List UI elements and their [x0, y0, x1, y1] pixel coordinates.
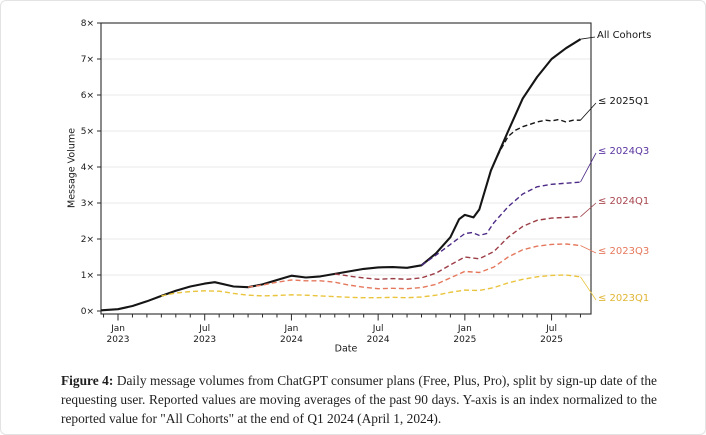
figure-caption-label: Figure 4:	[61, 373, 114, 388]
svg-text:2023: 2023	[107, 335, 130, 345]
series-label-2025q1: ≤ 2025Q1	[598, 96, 650, 107]
svg-text:4×: 4×	[81, 163, 94, 173]
svg-text:8×: 8×	[81, 19, 94, 29]
svg-text:Jan: Jan	[110, 324, 125, 334]
series-label-2023q1: ≤ 2023Q1	[598, 293, 650, 304]
line-plot-canvas: 0×1×2×3×4×5×6×7×8×Jan2023Jul2023Jan2024J…	[81, 19, 597, 345]
svg-text:3×: 3×	[81, 199, 94, 209]
svg-text:Jul: Jul	[198, 324, 210, 334]
series-label-all-cohorts: All Cohorts	[597, 30, 652, 41]
figure-caption-text: Daily message volumes from ChatGPT consu…	[61, 373, 657, 426]
figure-caption: Figure 4: Daily message volumes from Cha…	[61, 372, 657, 428]
svg-text:2025: 2025	[540, 335, 563, 345]
svg-text:Jan: Jan	[283, 324, 298, 334]
series-label-2023q3: ≤ 2023Q3	[598, 246, 650, 257]
svg-text:Jul: Jul	[372, 324, 384, 334]
x-axis-title: Date	[334, 343, 358, 355]
y-axis-title: Message Volume	[66, 128, 78, 208]
svg-text:Jan: Jan	[457, 324, 472, 334]
svg-text:2×: 2×	[81, 235, 94, 245]
svg-text:5×: 5×	[81, 127, 94, 137]
svg-text:2024: 2024	[367, 335, 390, 345]
series-label-2024q3: ≤ 2024Q3	[598, 146, 650, 157]
svg-text:7×: 7×	[81, 55, 94, 65]
svg-text:0×: 0×	[81, 307, 94, 317]
svg-text:2023: 2023	[193, 335, 216, 345]
svg-text:2024: 2024	[280, 335, 303, 345]
svg-text:1×: 1×	[81, 271, 94, 281]
svg-text:Jul: Jul	[545, 324, 557, 334]
svg-text:2025: 2025	[453, 335, 476, 345]
svg-text:6×: 6×	[81, 91, 94, 101]
series-label-2024q1: ≤ 2024Q1	[598, 196, 650, 207]
message-volume-chart: 0× 1× 2× 3× 4× 5× 6× 7× 8× Jan 2023 Jul 2023 Jan 2024 J…	[1, 1, 705, 363]
